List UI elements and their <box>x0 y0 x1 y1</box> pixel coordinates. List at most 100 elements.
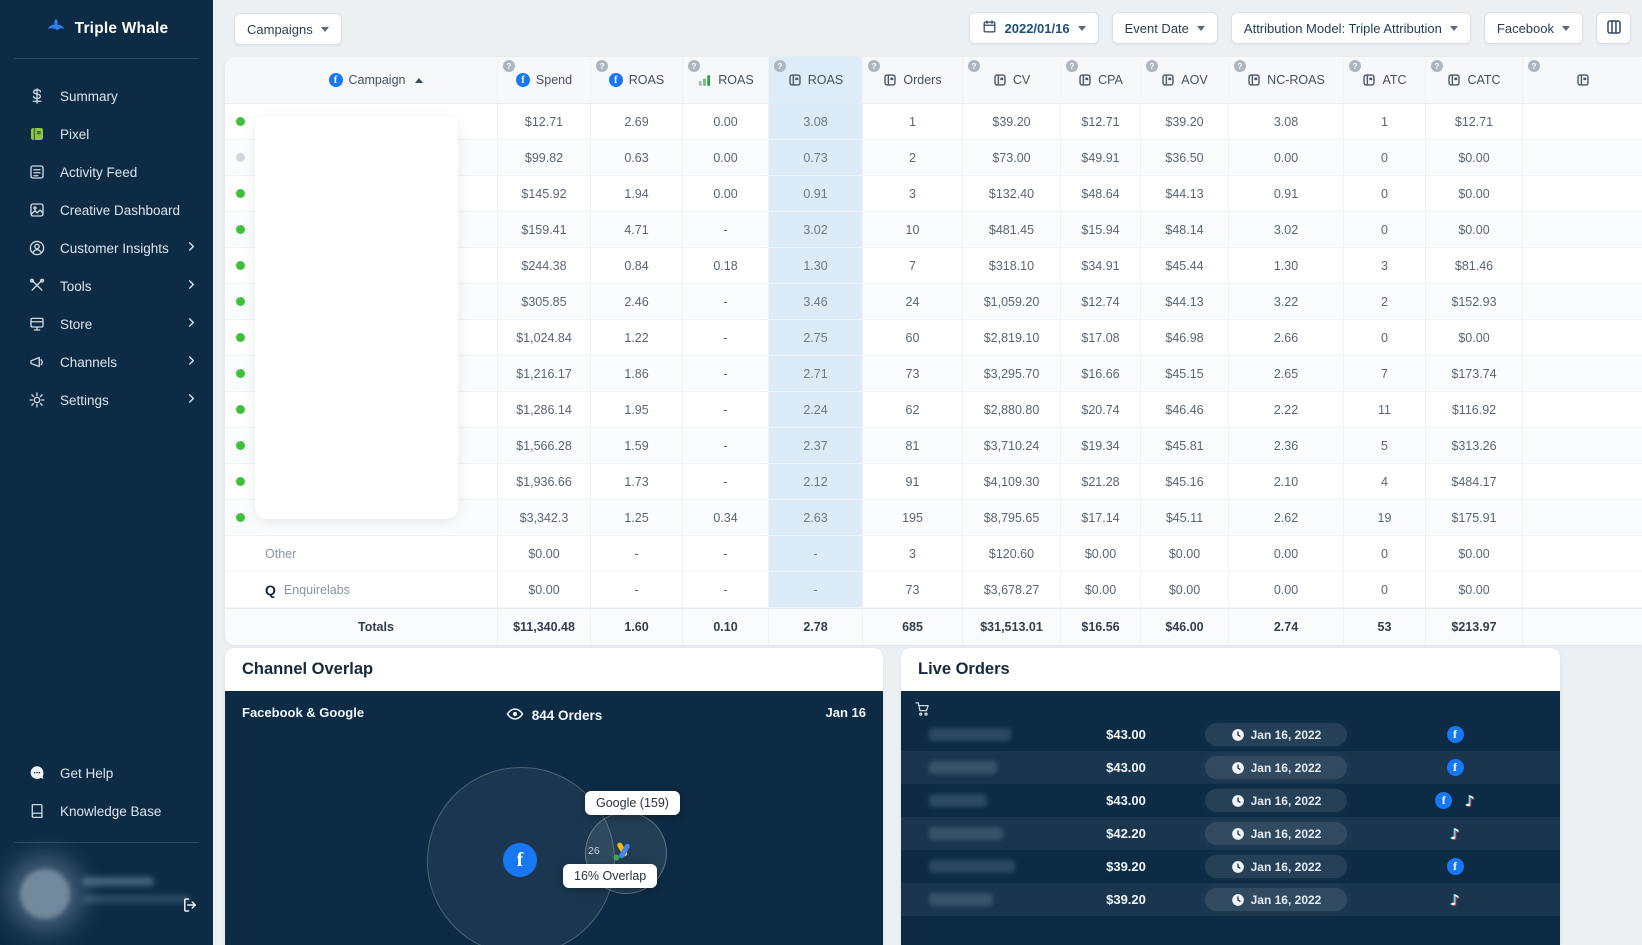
column-header-roas[interactable]: ? f ROAS <box>590 57 682 103</box>
column-header-cv[interactable]: ? CV <box>962 57 1060 103</box>
table-row[interactable]: $145.92 1.94 0.00 0.91 3 $132.40 $48.64 $44.13 0… <box>225 176 1642 212</box>
order-channel-icons: ♪ <box>1415 817 1495 850</box>
table-row[interactable]: $3,342.3 1.25 0.34 2.63 195 $8,795.65 $17.14 $4… <box>225 500 1642 536</box>
value-cell: $46.46 <box>1140 392 1228 427</box>
table-row[interactable]: $244.38 0.84 0.18 1.30 7 $318.10 $34.91 $45.44 1… <box>225 248 1642 284</box>
status-cell <box>225 536 255 571</box>
sidebar-item-get-help[interactable]: Get Help <box>0 754 213 792</box>
date-picker-button[interactable]: 2022/01/16 <box>968 12 1099 44</box>
value-cell: 1.30 <box>768 248 862 283</box>
triple-pixel-icon <box>1576 73 1590 87</box>
sidebar-item-activity-feed[interactable]: Activity Feed <box>0 153 213 191</box>
column-header-aov[interactable]: ? AOV <box>1140 57 1228 103</box>
order-date: Jan 16, 2022 <box>1250 727 1322 742</box>
live-order-row[interactable]: $42.20 Jan 16, 2022 ♪ <box>901 817 1560 850</box>
avatar[interactable] <box>20 869 70 919</box>
help-icon[interactable]: ? <box>774 60 786 72</box>
order-channel-icons: f <box>1415 751 1495 784</box>
value-cell: 73 <box>862 356 962 391</box>
help-icon[interactable]: ? <box>868 60 880 72</box>
value-cell: 60 <box>862 320 962 355</box>
sidebar-item-settings[interactable]: Settings <box>0 381 213 419</box>
help-icon[interactable]: ? <box>503 60 515 72</box>
column-header-campaign[interactable]: f Campaign <box>255 57 497 103</box>
user-profile[interactable] <box>0 853 213 945</box>
value-cell: 7 <box>862 248 962 283</box>
column-header-orders[interactable]: ? Orders <box>862 57 962 103</box>
table-row[interactable]: $1,024.84 1.22-2.75 60 $2,819.10 $17.08 $46.9… <box>225 320 1642 356</box>
status-cell <box>225 176 255 211</box>
table-row[interactable]: $1,216.17 1.86-2.71 73 $3,295.70 $16.66 $45.1… <box>225 356 1642 392</box>
campaigns-dropdown[interactable]: Campaigns <box>234 13 342 45</box>
value-cell: $0.00 <box>1140 572 1228 607</box>
value-cell: 3.08 <box>768 104 862 139</box>
column-header-label: ROAS <box>628 73 665 87</box>
live-order-row[interactable]: $43.00 Jan 16, 2022 f <box>901 718 1560 751</box>
help-icon[interactable]: ? <box>1234 60 1246 72</box>
value-cell: 2.75 <box>768 320 862 355</box>
column-header-partial[interactable]: ? <box>1522 57 1642 103</box>
sidebar-item-customer-insights[interactable]: Customer Insights <box>0 229 213 267</box>
live-order-row[interactable]: $43.00 Jan 16, 2022 f ♪ <box>901 784 1560 817</box>
value-cell-partial <box>1522 609 1642 645</box>
logout-icon[interactable] <box>181 896 199 919</box>
table-totals-row[interactable]: Totals $11,340.48 1.60 0.10 2.78 685 $31,513.0… <box>225 608 1642 645</box>
sidebar-item-tools[interactable]: Tools <box>0 267 213 305</box>
value-cell: 0.00 <box>682 140 768 175</box>
help-icon[interactable]: ? <box>1431 60 1443 72</box>
column-header-cpa[interactable]: ? CPA <box>1060 57 1140 103</box>
sidebar-item-pixel[interactable]: Pixel <box>0 115 213 153</box>
help-icon[interactable]: ? <box>688 60 700 72</box>
nav-item-label: Tools <box>60 278 92 294</box>
column-header-nc-roas[interactable]: ? NC-ROAS <box>1228 57 1343 103</box>
value-cell: 0.34 <box>682 500 768 535</box>
table-row[interactable]: $99.82 0.63 0.00 0.73 2 $73.00 $49.91 $36.50 0.0… <box>225 140 1642 176</box>
table-row[interactable]: $1,936.66 1.73-2.12 91 $4,109.30 $21.28 $45.1… <box>225 464 1642 500</box>
facebook-icon: f <box>1446 726 1464 743</box>
table-row-other[interactable]: Other $0.00- - -3 $120.60 $0.00 $0.00 0.00 0 $0.0… <box>225 536 1642 572</box>
help-icon[interactable]: ? <box>1146 60 1158 72</box>
table-row-enquirelabs[interactable]: Q Enquirelabs $0.00- - -73 $3,678.27 $0.00 $0.0… <box>225 572 1642 608</box>
column-header-atc[interactable]: ? ATC <box>1343 57 1425 103</box>
sidebar-item-knowledge-base[interactable]: Knowledge Base <box>0 792 213 830</box>
channel-filter-dropdown[interactable]: Facebook <box>1483 12 1583 44</box>
value-cell: 81 <box>862 428 962 463</box>
value-cell: $15.94 <box>1060 212 1140 247</box>
attribution-model-dropdown[interactable]: Attribution Model: Triple Attribution <box>1230 12 1471 44</box>
column-header-spend[interactable]: ? f Spend <box>497 57 590 103</box>
value-cell: $2,819.10 <box>962 320 1060 355</box>
order-channel-icons: f <box>1415 718 1495 751</box>
help-icon[interactable]: ? <box>968 60 980 72</box>
sidebar-item-store[interactable]: Store <box>0 305 213 343</box>
columns-settings-button[interactable] <box>1596 12 1631 44</box>
sidebar-item-summary[interactable]: Summary <box>0 77 213 115</box>
column-header-roas[interactable]: ? ROAS <box>768 57 862 103</box>
value-cell: 1 <box>862 104 962 139</box>
column-header-roas[interactable]: ? ROAS <box>682 57 768 103</box>
clock-icon <box>1231 860 1245 874</box>
column-header-label: Spend <box>535 73 573 87</box>
value-cell: $1,216.17 <box>497 356 590 391</box>
table-row[interactable]: $305.85 2.46-3.46 24 $1,059.20 $12.74 $44.13 3… <box>225 284 1642 320</box>
help-icon[interactable]: ? <box>596 60 608 72</box>
table-row[interactable]: $159.41 4.71-3.02 10 $481.45 $15.94 $48.14 3.0… <box>225 212 1642 248</box>
help-icon[interactable]: ? <box>1066 60 1078 72</box>
table-row[interactable]: $1,566.28 1.59-2.37 81 $3,710.24 $19.34 $45.8… <box>225 428 1642 464</box>
live-order-row[interactable]: $39.20 Jan 16, 2022 f <box>901 850 1560 883</box>
table-row[interactable]: $1,286.14 1.95-2.24 62 $2,880.80 $20.74 $46.4… <box>225 392 1642 428</box>
live-order-row[interactable]: $39.20 Jan 16, 2022 ♪ <box>901 883 1560 916</box>
enquirelabs-row-label: Enquirelabs <box>283 582 350 597</box>
date-value: 2022/01/16 <box>1004 20 1070 36</box>
column-header-catc[interactable]: ? CATC <box>1425 57 1522 103</box>
triple-pixel-icon <box>1161 73 1175 87</box>
live-order-row[interactable]: $43.00 Jan 16, 2022 f <box>901 751 1560 784</box>
live-orders-title: Live Orders <box>918 660 1010 678</box>
facebook-icon: f <box>515 73 530 87</box>
event-date-dropdown[interactable]: Event Date <box>1111 12 1218 44</box>
help-icon[interactable]: ? <box>1349 60 1361 72</box>
sidebar-item-creative-dashboard[interactable]: Creative Dashboard <box>0 191 213 229</box>
help-icon[interactable]: ? <box>1528 60 1540 72</box>
value-cell: 0 <box>1343 536 1425 571</box>
table-row[interactable]: $12.71 2.69 0.00 3.08 1 $39.20 $12.71 $39.20 3.0… <box>225 104 1642 140</box>
sidebar-item-channels[interactable]: Channels <box>0 343 213 381</box>
